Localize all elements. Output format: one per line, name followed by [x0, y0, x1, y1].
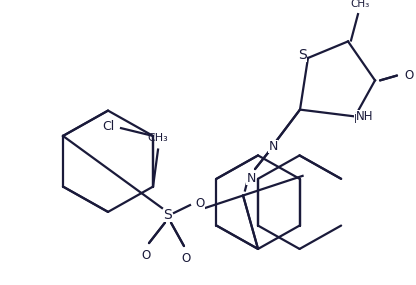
Text: NH: NH [354, 113, 372, 126]
Text: O: O [141, 249, 151, 262]
Text: NH: NH [356, 110, 374, 123]
Text: O: O [181, 252, 191, 265]
Text: CH₃: CH₃ [148, 133, 168, 143]
Text: O: O [196, 197, 205, 210]
Text: N: N [268, 140, 278, 153]
Text: N: N [246, 172, 256, 185]
Text: S: S [163, 208, 172, 222]
Text: S: S [299, 48, 307, 62]
Text: CH₃: CH₃ [350, 0, 370, 9]
Text: Cl: Cl [102, 120, 114, 133]
Text: O: O [404, 69, 414, 82]
